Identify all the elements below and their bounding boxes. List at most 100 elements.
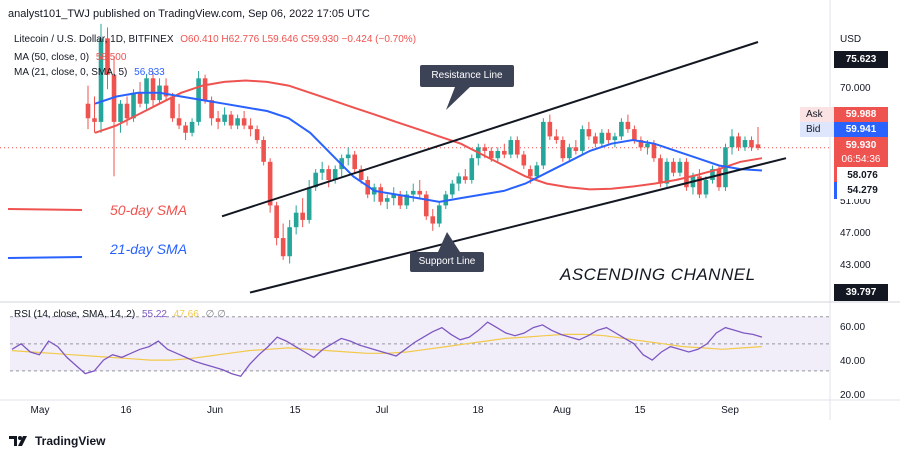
ma50-price-tag: 58.076 [834, 167, 888, 184]
candle-body [215, 118, 221, 122]
candle-body [573, 147, 579, 151]
candle-body [397, 194, 403, 206]
candle-body [170, 96, 175, 119]
date-label: 16 [120, 405, 132, 416]
candle-body [671, 161, 676, 173]
candle-body [541, 121, 546, 166]
candle-body [534, 165, 540, 177]
candle-body [684, 161, 689, 188]
candle-body [358, 169, 364, 180]
resistance-trendline [221, 41, 759, 218]
bid-price[interactable]: 59.941 [834, 122, 888, 137]
date-label: May [30, 405, 50, 416]
candle-body [118, 103, 123, 122]
support-trendline [249, 157, 787, 294]
candle-body [515, 140, 520, 155]
sma21-legend-line [7, 256, 83, 259]
candle-body [98, 38, 104, 122]
date-label: Sep [721, 405, 739, 416]
candle-body [202, 78, 208, 101]
candle-body [651, 143, 657, 159]
candle-body [267, 161, 273, 206]
ma21-line [94, 91, 763, 203]
ma50-value: 58.500 [95, 52, 127, 63]
bid-label: Bid [800, 122, 836, 137]
candle-body [625, 121, 631, 130]
candle-body [326, 169, 331, 180]
ohlc-values: O60.410 H62.776 L59.646 C59.930 −0.424 (… [180, 34, 417, 45]
candle-body [567, 147, 572, 159]
rsi-tick: 60.00 [840, 322, 866, 333]
currency-label: USD [840, 34, 862, 45]
last-price-tag: 59.930 [834, 137, 888, 154]
ma21-legend: MA (21, close, 0, SMA, 5) 56.833 [14, 67, 165, 78]
resistance-callout-pointer [446, 87, 470, 110]
ask-price[interactable]: 59.988 [834, 107, 888, 122]
candle-body [586, 129, 592, 137]
price-tag-bottom: 39.797 [834, 284, 888, 301]
candle-body [131, 92, 136, 119]
channel-annotation: ASCENDING CHANNEL [560, 265, 756, 284]
candle-body [137, 92, 143, 104]
candle-body [449, 183, 455, 195]
candle-body [163, 85, 169, 97]
symbol-legend: Litecoin / U.S. Dollar, 1D, BITFINEX O60… [14, 34, 416, 45]
date-label: Jul [375, 405, 389, 416]
support-callout-pointer [438, 232, 460, 252]
candle-body [430, 216, 436, 224]
candle-body [502, 150, 507, 155]
date-label: 15 [289, 405, 301, 416]
candle-body [606, 132, 611, 141]
candle-body [241, 118, 247, 126]
candle-body [92, 118, 97, 122]
candle-body [254, 129, 260, 141]
candle-body [124, 103, 130, 119]
candle-body [404, 194, 410, 206]
candle-body [742, 140, 748, 148]
candle-body [469, 158, 475, 180]
tradingview-logo[interactable]: TradingView [8, 434, 105, 448]
sma50-legend-line [7, 208, 83, 211]
ma21-value: 56.833 [134, 67, 165, 78]
candle-body [352, 154, 357, 170]
candle-body [664, 161, 670, 184]
ma21-price-tag: 54.279 [834, 182, 888, 199]
candle-body [489, 150, 494, 159]
candle-body [332, 169, 338, 180]
candle-body [495, 150, 501, 159]
date-label: 18 [472, 405, 484, 416]
candle-body [560, 140, 566, 159]
candle-body [554, 136, 559, 141]
ma50-line [94, 79, 763, 191]
candle-body [144, 78, 149, 104]
candle-body [183, 125, 188, 133]
sma21-annotation: 21-day SMA [110, 241, 188, 257]
candle-body [677, 161, 683, 173]
price-tick: 51.000 [840, 196, 871, 207]
price-tick: 70.000 [840, 83, 871, 94]
candle-body [710, 169, 715, 180]
ma50-label: MA (50, close, 0) [14, 52, 90, 63]
candle-body [189, 121, 195, 133]
candle-body [482, 147, 488, 151]
symbol-label: Litecoin / U.S. Dollar, 1D, BITFINEX [14, 34, 174, 45]
candle-body [209, 100, 214, 119]
rsi-label: RSI (14, close, SMA, 14, 2) [14, 309, 136, 320]
candle-body [410, 190, 416, 195]
candle-body [703, 179, 709, 195]
rsi-line [11, 321, 763, 378]
candle-body [638, 140, 644, 148]
candle-body [222, 114, 227, 122]
candle-body [729, 136, 735, 148]
candle-body [319, 169, 325, 173]
ask-label: Ask [800, 107, 836, 122]
rsi-tick: 20.00 [840, 390, 866, 401]
date-label: 15 [634, 405, 646, 416]
brand-name: TradingView [35, 434, 106, 448]
candle-body [274, 205, 279, 239]
candle-body [384, 198, 390, 202]
candle-body [716, 169, 722, 188]
candle-body [436, 205, 442, 224]
candle-body [619, 121, 624, 137]
